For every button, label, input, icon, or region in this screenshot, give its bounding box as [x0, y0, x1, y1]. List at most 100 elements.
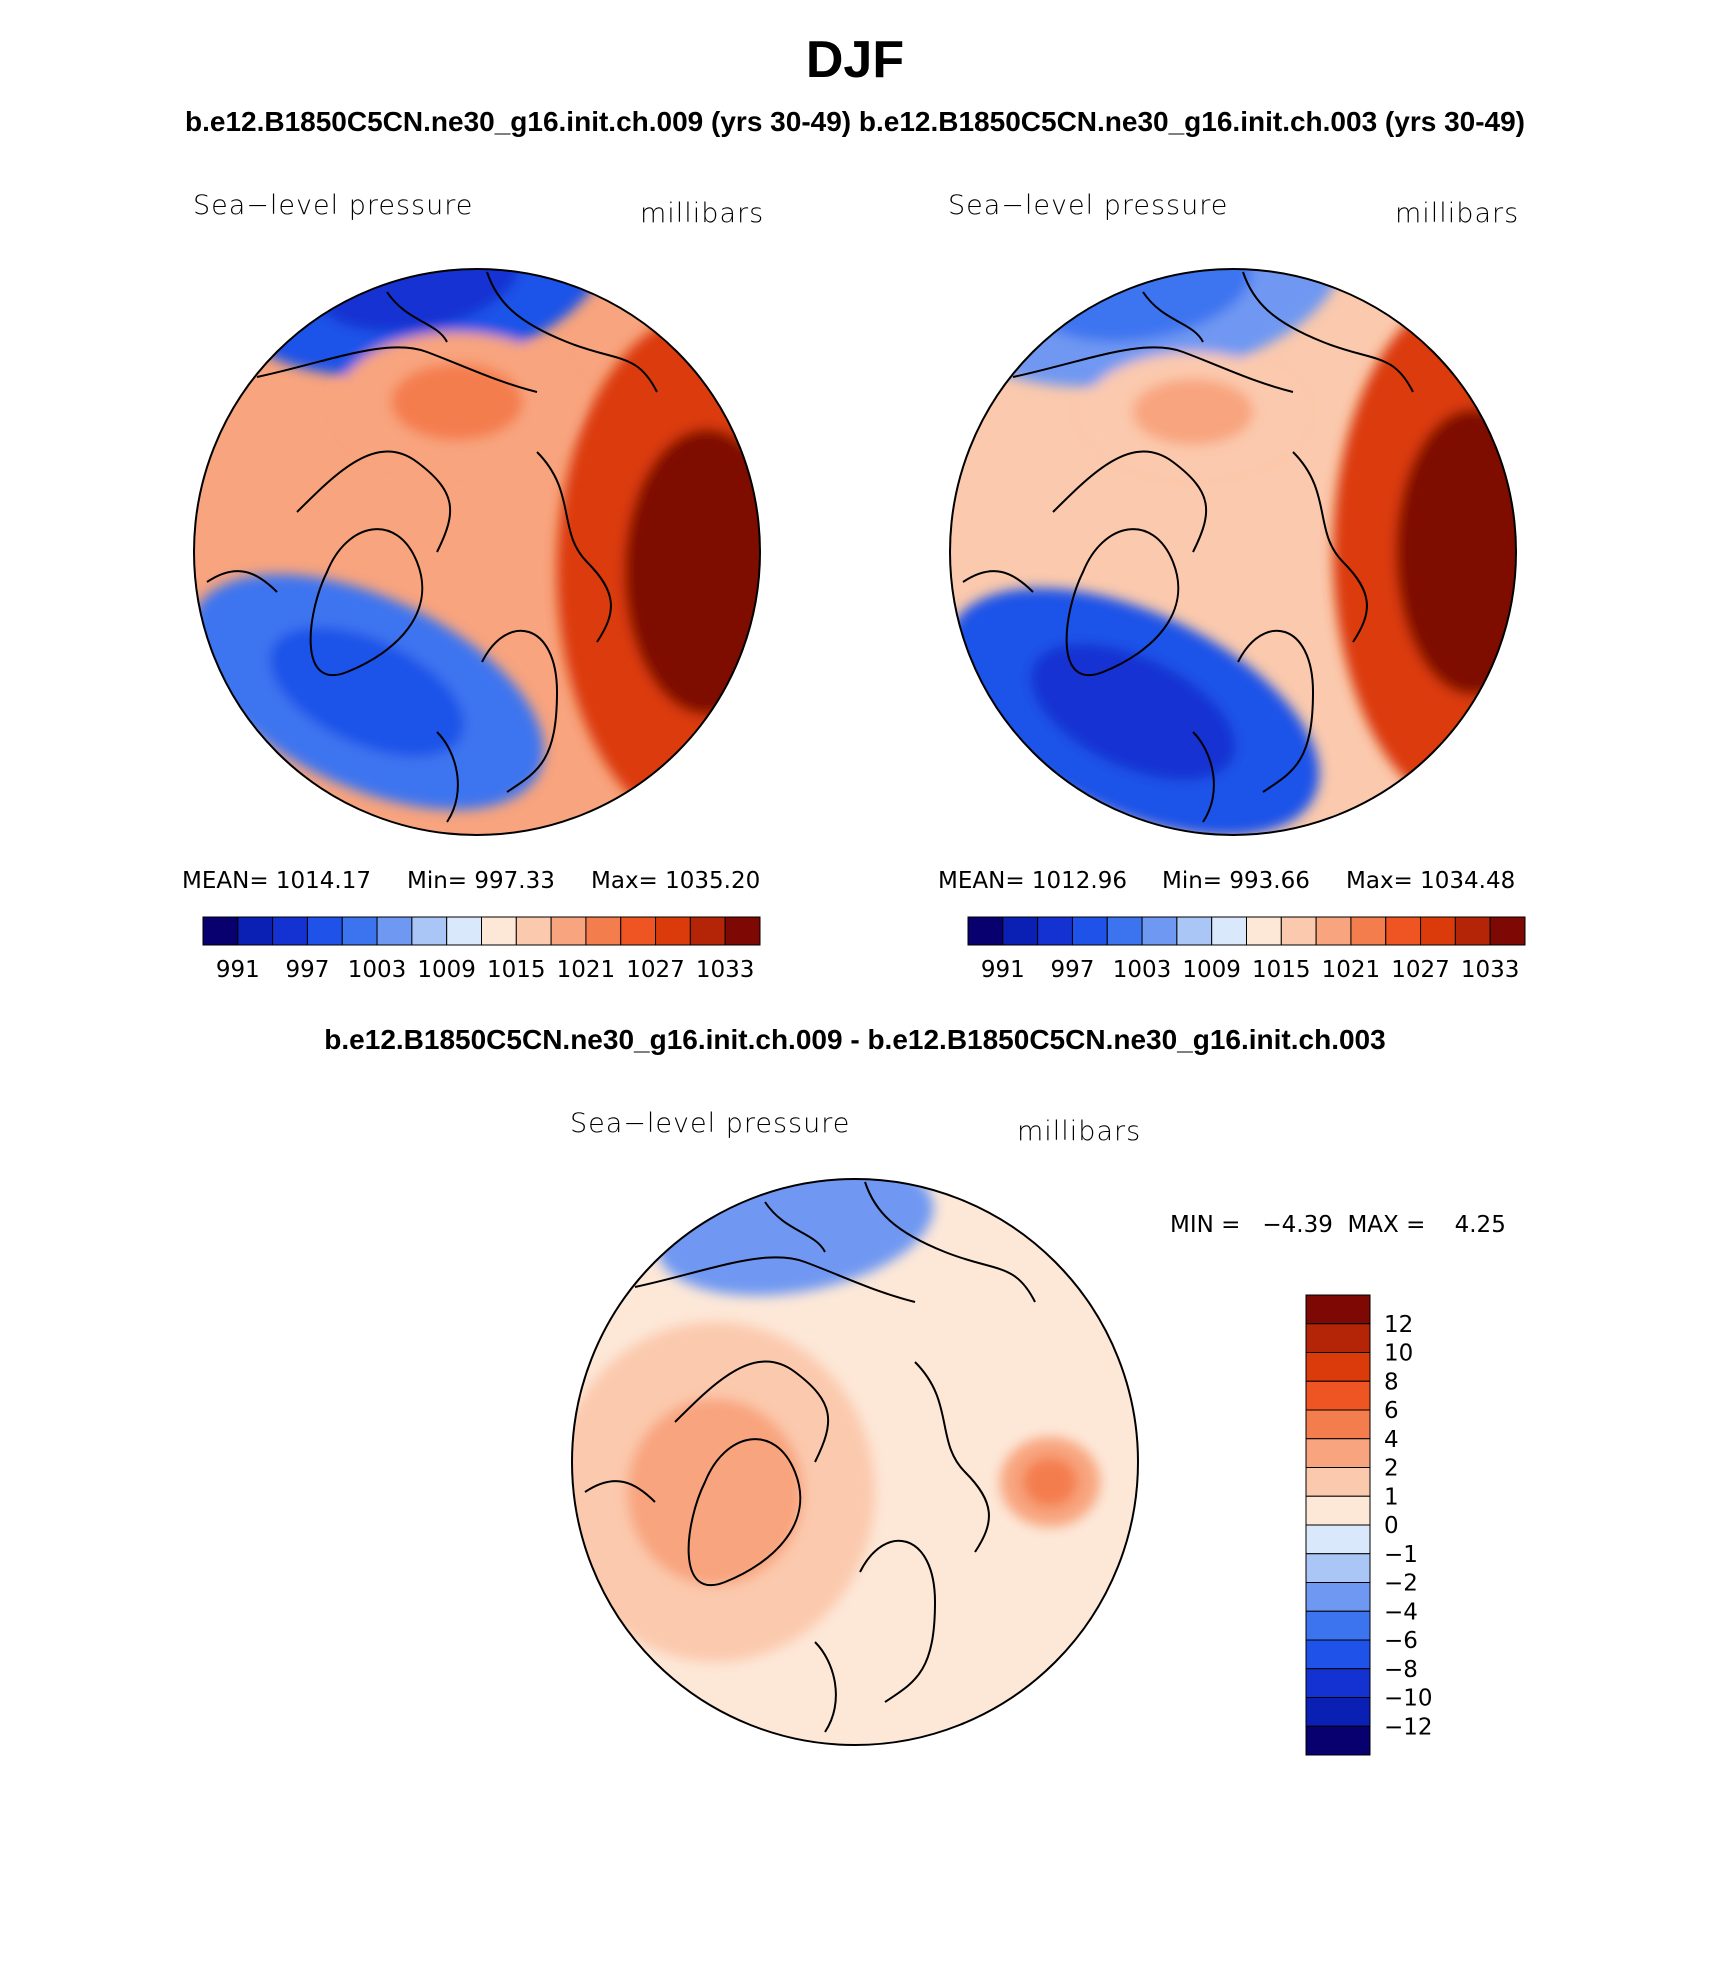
- panel3-colorbar-box-15: [1305, 1725, 1371, 1756]
- panel2-colorbar-tick: 997: [1050, 957, 1094, 983]
- panel2-max: Max= 1034.48: [1346, 868, 1516, 894]
- panel1-colorbar-box-0: [202, 916, 239, 946]
- panel3-coastline-1: [764, 1201, 826, 1253]
- panel3-colorbar-tick: −10: [1384, 1686, 1433, 1712]
- panel3-colorbar-box-13: [1305, 1668, 1371, 1698]
- panel1-colorbar-tick: 1015: [487, 957, 546, 983]
- panel1-colorbar-box-9: [515, 916, 552, 946]
- panel3-colorbar-tick: −4: [1384, 1599, 1418, 1625]
- panel2-colorbar-box-0: [967, 916, 1004, 946]
- panel3-colorbar-box-3: [1305, 1380, 1371, 1411]
- panel1-colorbar-box-4: [341, 916, 378, 946]
- panel2-feature-1-core: [1396, 409, 1516, 695]
- panel2-mean: MEAN= 1012.96: [938, 868, 1128, 894]
- panel3-coastline-4: [687, 1438, 802, 1586]
- panel3-colorbar-tick: 0: [1384, 1513, 1399, 1539]
- panel3-coastline-7: [814, 1641, 837, 1733]
- panel3-colorbar-box-2: [1305, 1352, 1371, 1382]
- panel3-colorbar-tick: 2: [1384, 1456, 1399, 1482]
- panel3-colorbar-box-9: [1305, 1553, 1371, 1583]
- panel1-coastline-6: [536, 451, 612, 643]
- panel3-feature-0-core: [718, 1189, 872, 1265]
- panel2-colorbar-box-12: [1385, 916, 1422, 946]
- panel1-colorbar-box-10: [550, 916, 587, 946]
- panel1-colorbar-tick: 1033: [696, 957, 755, 983]
- panel2-colorbar-box-3: [1071, 916, 1108, 946]
- panel3-coastline-2: [864, 1181, 1036, 1303]
- panel2-coastline-6: [1292, 451, 1368, 643]
- panel3-colorbar-box-10: [1305, 1582, 1371, 1612]
- panel3-feature-1-core: [627, 1398, 803, 1586]
- panel3-colorbar-box-7: [1305, 1495, 1371, 1526]
- panel2-colorbar-box-15: [1489, 916, 1526, 946]
- panel2-feature-0-core: [1034, 269, 1252, 342]
- panel2-colorbar-tick: 991: [981, 957, 1025, 983]
- panel2-coastline-3: [1052, 450, 1207, 553]
- panel2-colorbar-tick: 1027: [1391, 957, 1450, 983]
- panel1-feature-2-core: [269, 627, 465, 757]
- panel1-units-label: millibars: [640, 198, 765, 229]
- panel1-feature-1-core: [624, 429, 760, 715]
- panel3-coastline-0: [634, 1256, 916, 1303]
- panel3-colorbar-tick: 12: [1384, 1312, 1413, 1338]
- panel1-colorbar-tick: 1003: [348, 957, 407, 983]
- panel2-colorbar-tick: 1003: [1113, 957, 1172, 983]
- panel2-coastline-2: [1242, 271, 1414, 393]
- panel1-coastline-8: [206, 570, 278, 593]
- panel2-colorbar-tick: 1033: [1461, 957, 1520, 983]
- panel1-colorbar-box-7: [446, 916, 482, 946]
- panel2-colorbar-box-7: [1211, 916, 1247, 946]
- panel1-colorbar-box-2: [272, 916, 308, 946]
- panel2-colorbar-box-1: [1002, 916, 1039, 946]
- panel2-coastline-0: [1012, 346, 1294, 393]
- panel1-map-border: [193, 268, 761, 836]
- panel1-map: [193, 268, 761, 836]
- panel3-colorbar-tick: 10: [1384, 1341, 1413, 1367]
- panel1-colorbar-box-8: [481, 916, 517, 946]
- panel1-variable-label: Sea−level pressure: [193, 190, 474, 221]
- panel1-colorbar-box-14: [689, 916, 726, 946]
- panel2-colorbar-box-5: [1141, 916, 1178, 946]
- panel2-min: Min= 993.66: [1162, 868, 1310, 894]
- panel2-feature-2-core: [1030, 643, 1236, 781]
- panel3-colorbar-tick: 1: [1384, 1484, 1399, 1510]
- panel1-colorbar-tick: 1009: [417, 957, 476, 983]
- page-title: DJF: [805, 31, 905, 89]
- panel1-coastline-4: [309, 528, 424, 676]
- panel1-feature-3-core: [391, 363, 523, 441]
- panel2-colorbar-box-11: [1350, 916, 1387, 946]
- panel1-colorbar-box-1: [237, 916, 274, 946]
- panel1-mean: MEAN= 1014.17: [182, 868, 372, 894]
- panel2-colorbar-box-2: [1037, 916, 1073, 946]
- panel2-feature-3-core: [1132, 379, 1254, 445]
- panel3-colorbar-box-14: [1305, 1697, 1371, 1727]
- panel2-coastline-8: [962, 570, 1034, 593]
- panel3-colorbar-box-4: [1305, 1409, 1371, 1440]
- panel2-coastline-4: [1065, 528, 1180, 676]
- panel3-map: [571, 1178, 1139, 1746]
- case-titles: b.e12.B1850C5CN.ne30_g16.init.ch.009 (yr…: [184, 106, 1526, 137]
- panel2-variable-label: Sea−level pressure: [948, 190, 1229, 221]
- panel1-colorbar-box-11: [585, 916, 622, 946]
- panel3-colorbar-box-6: [1305, 1467, 1371, 1497]
- panel2-units-label: millibars: [1395, 198, 1520, 229]
- panel3-coastline-3: [674, 1360, 829, 1463]
- panel1-coastline-5: [481, 629, 559, 793]
- panel1-colorbar-box-12: [620, 916, 657, 946]
- panel2-colorbar: 991 997 1003 1009 1015 1021 1027 1033: [967, 916, 1526, 983]
- panel2-colorbar-box-10: [1315, 916, 1352, 946]
- panel3-min-max: MIN = −4.39 MAX = 4.25: [1170, 1212, 1506, 1238]
- panel3-colorbar-tick: −12: [1384, 1714, 1433, 1740]
- panel2-map: [949, 268, 1517, 836]
- panel2-coastline-7: [1192, 731, 1215, 823]
- panel2-coastline-5: [1237, 629, 1315, 793]
- panel3-coastline-5: [859, 1539, 937, 1703]
- panel3-map-border: [571, 1178, 1139, 1746]
- panel1-coastline-0: [256, 346, 538, 393]
- panel1-colorbar-box-5: [376, 916, 413, 946]
- panel3-colorbar-tick: 8: [1384, 1369, 1399, 1395]
- panel3-coastline-6: [914, 1361, 990, 1553]
- panel3-colorbar-tick: −6: [1384, 1628, 1418, 1654]
- panel3-units-label: millibars: [1017, 1116, 1142, 1147]
